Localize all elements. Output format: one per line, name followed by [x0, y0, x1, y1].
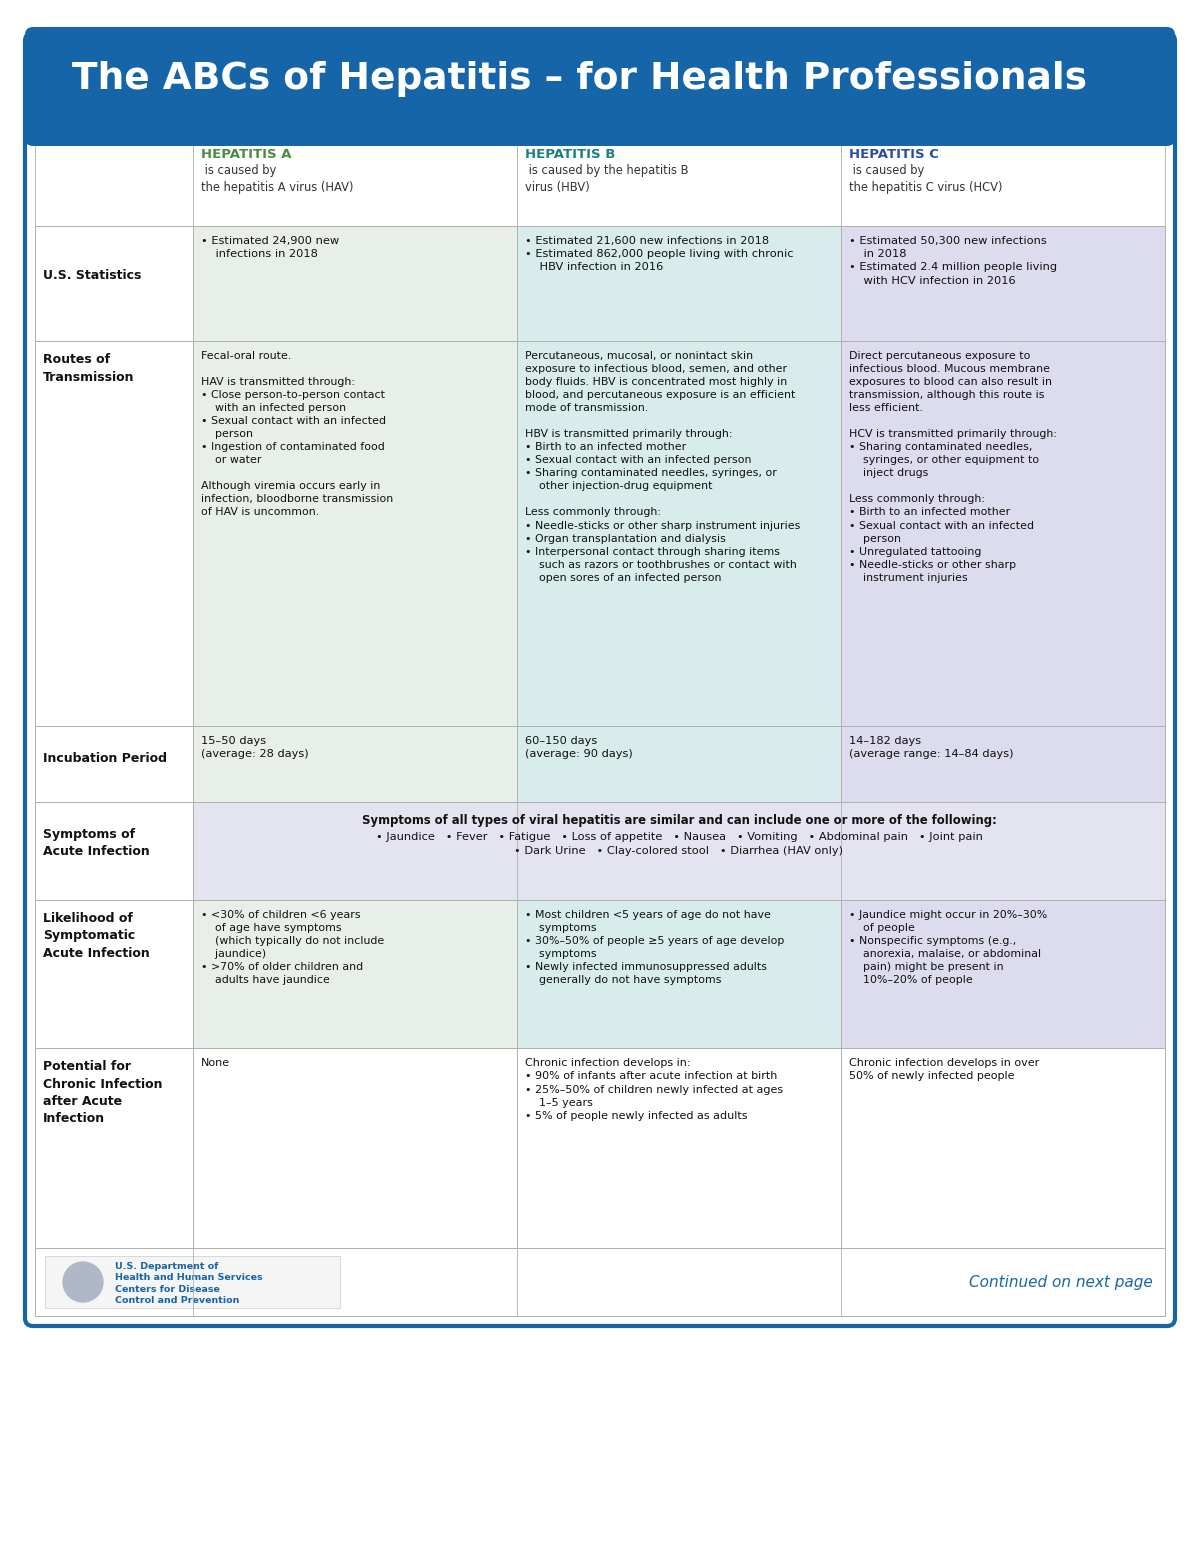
Bar: [193, 725, 517, 801]
FancyBboxPatch shape: [25, 26, 1175, 146]
Bar: [841, 725, 1165, 801]
Text: U.S. Department of
Health and Human Services
Centers for Disease
Control and Pre: U.S. Department of Health and Human Serv…: [115, 1263, 263, 1306]
Bar: [193, 803, 1164, 899]
Bar: [35, 227, 193, 342]
Bar: [841, 901, 1165, 1048]
Text: 14–182 days
(average range: 14–84 days): 14–182 days (average range: 14–84 days): [850, 736, 1014, 759]
Bar: [193, 1048, 517, 1249]
Text: is caused by
the hepatitis A virus (HAV): is caused by the hepatitis A virus (HAV): [202, 165, 354, 194]
Text: Incubation Period: Incubation Period: [43, 752, 167, 764]
Bar: [46, 1256, 340, 1308]
Text: 15–50 days
(average: 28 days): 15–50 days (average: 28 days): [202, 736, 308, 759]
Bar: [517, 901, 841, 1048]
Text: None: None: [202, 1058, 230, 1068]
Bar: [35, 1249, 1165, 1315]
Text: is caused by the hepatitis B
virus (HBV): is caused by the hepatitis B virus (HBV): [526, 165, 689, 194]
Bar: [193, 901, 517, 1048]
Text: HEPATITIS A: HEPATITIS A: [202, 148, 292, 162]
Text: U.S. Statistics: U.S. Statistics: [43, 269, 142, 283]
Bar: [193, 801, 1165, 901]
Bar: [841, 1048, 1165, 1249]
Text: • Most children <5 years of age do not have
    symptoms
• 30%–50% of people ≥5 : • Most children <5 years of age do not h…: [526, 910, 785, 985]
Text: • Estimated 50,300 new infections
    in 2018
• Estimated 2.4 million people liv: • Estimated 50,300 new infections in 201…: [850, 236, 1057, 286]
Text: • Estimated 24,900 new
    infections in 2018: • Estimated 24,900 new infections in 201…: [202, 236, 340, 259]
Bar: [517, 1048, 841, 1249]
Bar: [35, 901, 193, 1048]
Bar: [517, 725, 841, 801]
Text: Symptoms of all types of viral hepatitis are similar and can include one or more: Symptoms of all types of viral hepatitis…: [361, 814, 996, 828]
Text: Direct percutaneous exposure to
infectious blood. Mucous membrane
exposures to b: Direct percutaneous exposure to infectio…: [850, 351, 1057, 582]
Text: HEPATITIS C: HEPATITIS C: [850, 148, 938, 162]
Bar: [841, 138, 1165, 227]
Text: Symptoms of all types of viral hepatitis are similar and can include one or more: Symptoms of all types of viral hepatitis…: [361, 814, 996, 828]
Circle shape: [64, 1263, 103, 1301]
Text: 60–150 days
(average: 90 days): 60–150 days (average: 90 days): [526, 736, 632, 759]
Text: • Jaundice might occur in 20%–30%
    of people
• Nonspecific symptoms (e.g.,
  : • Jaundice might occur in 20%–30% of peo…: [850, 910, 1048, 985]
Text: • <30% of children <6 years
    of age have symptoms
    (which typically do not: • <30% of children <6 years of age have …: [202, 910, 384, 985]
Text: The ABCs of Hepatitis – for Health Professionals: The ABCs of Hepatitis – for Health Profe…: [72, 61, 1087, 96]
Text: Continued on next page: Continued on next page: [970, 1275, 1153, 1289]
Text: is caused by
the hepatitis C virus (HCV): is caused by the hepatitis C virus (HCV): [850, 165, 1002, 194]
FancyBboxPatch shape: [25, 33, 1175, 1326]
Text: Percutaneous, mucosal, or nonintact skin
exposure to infectious blood, semen, an: Percutaneous, mucosal, or nonintact skin…: [526, 351, 800, 582]
Bar: [193, 342, 517, 725]
Bar: [193, 227, 517, 342]
Text: Chronic infection develops in:
• 90% of infants after acute infection at birth
•: Chronic infection develops in: • 90% of …: [526, 1058, 784, 1121]
Text: Symptoms of
Acute Infection: Symptoms of Acute Infection: [43, 828, 150, 857]
Text: • Jaundice   • Fever   • Fatigue   • Loss of appetite   • Nausea   • Vomiting   : • Jaundice • Fever • Fatigue • Loss of a…: [376, 832, 983, 856]
Bar: [193, 138, 517, 227]
Bar: [517, 138, 841, 227]
Bar: [517, 227, 841, 342]
Bar: [35, 1048, 193, 1249]
Text: Chronic infection develops in over
50% of newly infected people: Chronic infection develops in over 50% o…: [850, 1058, 1039, 1081]
Text: • Estimated 21,600 new infections in 2018
• Estimated 862,000 people living with: • Estimated 21,600 new infections in 201…: [526, 236, 793, 272]
Text: Potential for
Chronic Infection
after Acute
Infection: Potential for Chronic Infection after Ac…: [43, 1061, 162, 1126]
Text: Routes of
Transmission: Routes of Transmission: [43, 353, 134, 384]
Bar: [34, 118, 1166, 138]
Text: HEPATITIS B: HEPATITIS B: [526, 148, 616, 162]
Bar: [517, 342, 841, 725]
Bar: [841, 227, 1165, 342]
Bar: [35, 138, 193, 227]
Bar: [35, 342, 193, 725]
Text: • Jaundice   • Fever   • Fatigue   • Loss of appetite   • Nausea   • Vomiting   : • Jaundice • Fever • Fatigue • Loss of a…: [376, 832, 983, 856]
Bar: [35, 725, 193, 801]
Text: Likelihood of
Symptomatic
Acute Infection: Likelihood of Symptomatic Acute Infectio…: [43, 912, 150, 960]
Text: Fecal-oral route.

HAV is transmitted through:
• Close person-to-person contact
: Fecal-oral route. HAV is transmitted thr…: [202, 351, 394, 517]
Bar: [35, 801, 193, 901]
Bar: [841, 342, 1165, 725]
